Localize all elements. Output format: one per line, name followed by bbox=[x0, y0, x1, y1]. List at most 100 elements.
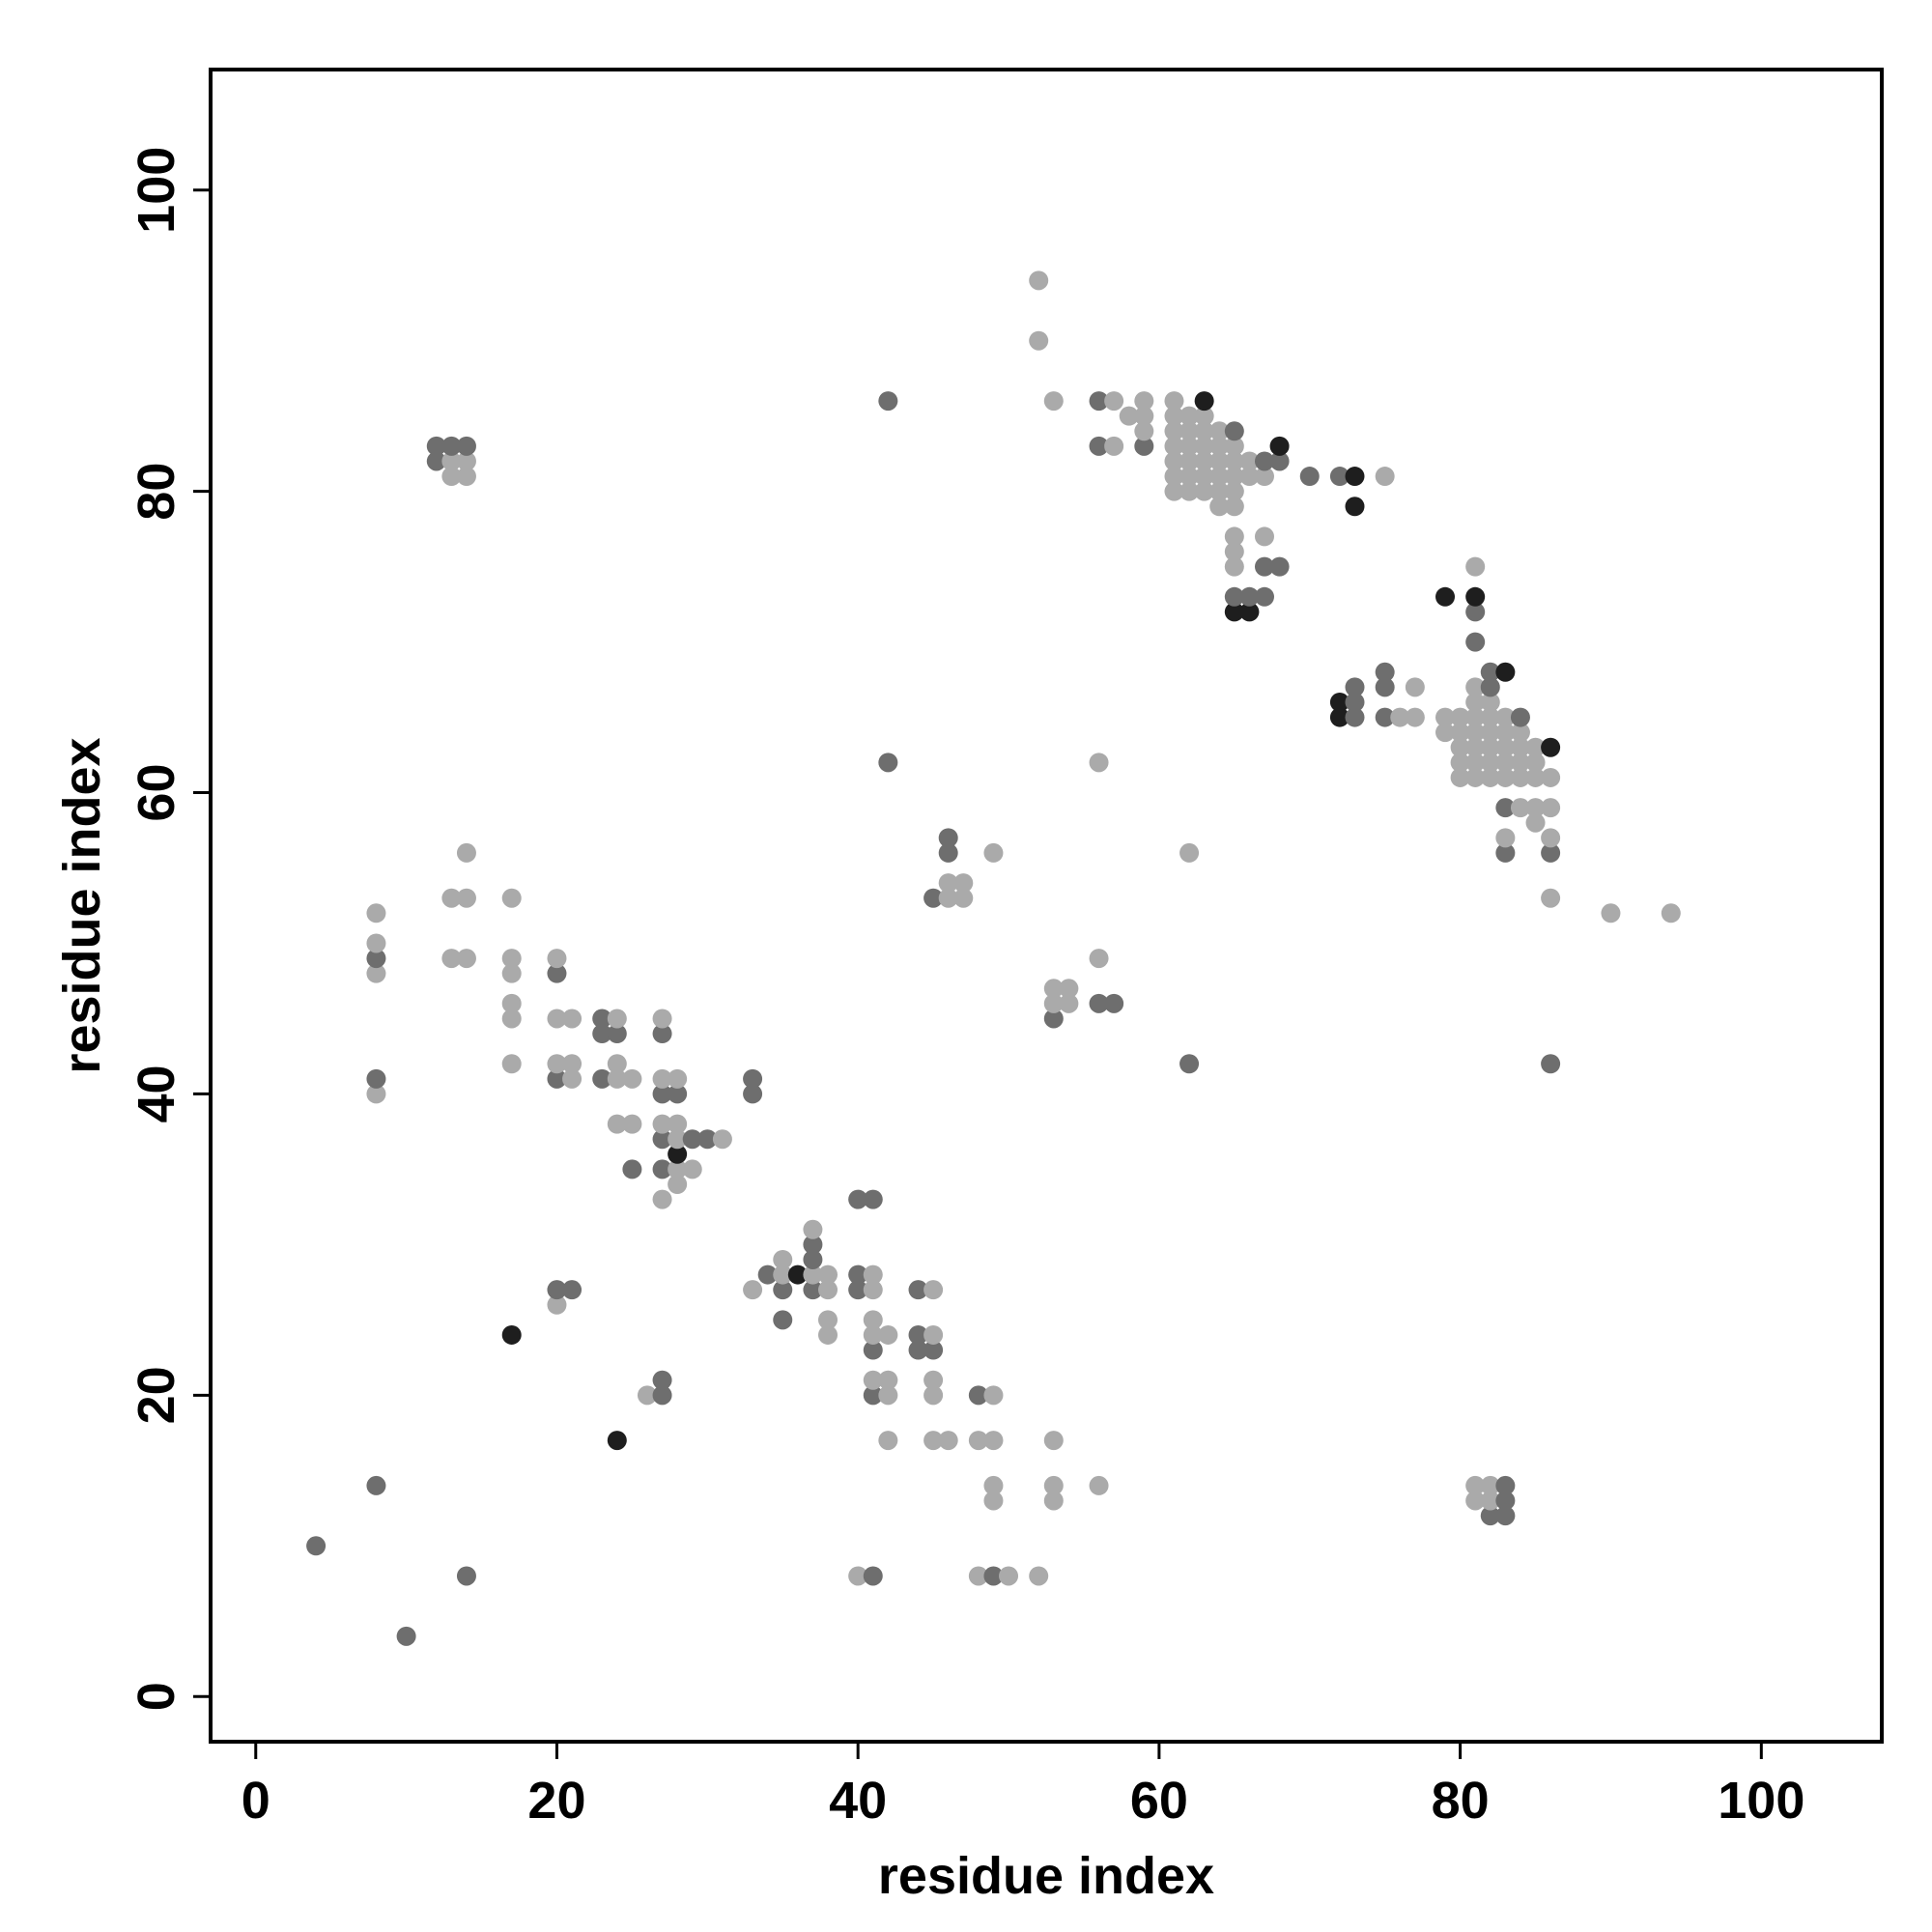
data-point bbox=[441, 888, 462, 908]
data-point bbox=[1345, 467, 1365, 487]
data-point bbox=[366, 949, 386, 969]
data-point bbox=[863, 1385, 883, 1406]
data-point bbox=[1043, 979, 1064, 999]
data-point bbox=[1089, 949, 1109, 969]
data-point bbox=[547, 1280, 567, 1300]
data-point bbox=[1329, 467, 1350, 487]
data-point bbox=[1089, 436, 1109, 456]
data-point bbox=[306, 1536, 327, 1556]
data-point bbox=[1601, 903, 1621, 923]
data-point bbox=[923, 1280, 944, 1300]
data-point bbox=[1239, 586, 1260, 607]
data-point bbox=[712, 1129, 732, 1150]
data-point bbox=[938, 828, 958, 848]
data-point bbox=[1375, 677, 1395, 697]
data-point bbox=[682, 1159, 702, 1179]
data-point bbox=[938, 842, 958, 863]
data-point bbox=[1495, 767, 1516, 787]
data-point bbox=[1465, 602, 1486, 622]
data-point bbox=[562, 1009, 582, 1029]
data-point bbox=[697, 1129, 718, 1150]
data-point bbox=[1209, 497, 1230, 517]
x-tick-label: 0 bbox=[242, 1772, 270, 1830]
data-point bbox=[668, 1129, 688, 1150]
data-point bbox=[757, 1264, 778, 1285]
data-point bbox=[1179, 406, 1200, 426]
data-point bbox=[1164, 406, 1184, 426]
data-point bbox=[637, 1385, 657, 1406]
data-point bbox=[968, 1431, 988, 1451]
data-point bbox=[1164, 481, 1184, 501]
data-point bbox=[1661, 903, 1681, 923]
data-point bbox=[923, 1324, 944, 1345]
data-point bbox=[863, 1566, 883, 1586]
data-point bbox=[1495, 737, 1516, 757]
data-point bbox=[501, 963, 522, 983]
data-point bbox=[426, 451, 446, 471]
data-point bbox=[1254, 556, 1274, 577]
data-point bbox=[1541, 737, 1561, 757]
data-point bbox=[1029, 270, 1049, 291]
data-point bbox=[547, 963, 567, 983]
data-point bbox=[773, 1280, 793, 1300]
data-point bbox=[441, 436, 462, 456]
y-tick-label: 100 bbox=[128, 147, 185, 234]
data-point bbox=[501, 1324, 522, 1345]
data-point bbox=[562, 1054, 582, 1074]
data-point bbox=[818, 1324, 838, 1345]
data-point bbox=[908, 1324, 928, 1345]
data-point bbox=[908, 1340, 928, 1360]
data-point bbox=[818, 1280, 838, 1300]
data-point bbox=[366, 1084, 386, 1104]
data-point bbox=[938, 888, 958, 908]
data-point bbox=[1465, 632, 1486, 652]
data-point bbox=[1510, 737, 1530, 757]
data-point bbox=[668, 1159, 688, 1179]
data-point bbox=[1510, 798, 1530, 818]
data-point bbox=[607, 1114, 627, 1134]
data-point bbox=[1089, 753, 1109, 773]
data-point bbox=[743, 1084, 763, 1104]
data-point bbox=[1239, 467, 1260, 487]
data-point bbox=[878, 1385, 898, 1406]
data-point bbox=[1194, 436, 1214, 456]
data-point bbox=[923, 888, 944, 908]
data-point bbox=[848, 1280, 868, 1300]
data-point bbox=[863, 1324, 883, 1345]
y-tick-label: 60 bbox=[128, 764, 185, 822]
data-point bbox=[652, 1189, 672, 1209]
data-point bbox=[607, 1024, 627, 1044]
data-point bbox=[968, 1566, 988, 1586]
x-tick-label: 100 bbox=[1718, 1772, 1804, 1830]
data-point bbox=[668, 1068, 688, 1089]
data-point bbox=[863, 1370, 883, 1390]
data-point bbox=[953, 873, 974, 894]
data-point bbox=[547, 1068, 567, 1089]
data-point bbox=[1224, 526, 1244, 547]
data-point bbox=[1495, 798, 1516, 818]
data-point bbox=[1495, 723, 1516, 743]
data-point bbox=[1329, 692, 1350, 712]
data-point bbox=[953, 888, 974, 908]
data-point bbox=[1450, 737, 1470, 757]
data-point bbox=[848, 1264, 868, 1285]
data-point bbox=[1224, 542, 1244, 562]
data-point bbox=[1480, 1491, 1500, 1511]
data-point bbox=[1194, 451, 1214, 471]
data-point bbox=[456, 888, 476, 908]
data-point bbox=[803, 1219, 823, 1239]
data-point bbox=[1541, 798, 1561, 818]
data-point bbox=[622, 1114, 642, 1134]
data-point bbox=[607, 1009, 627, 1029]
data-point bbox=[1465, 723, 1486, 743]
data-point bbox=[878, 1324, 898, 1345]
y-tick-label: 0 bbox=[128, 1682, 185, 1711]
data-point bbox=[803, 1280, 823, 1300]
y-tick-label: 40 bbox=[128, 1065, 185, 1122]
data-point bbox=[938, 1431, 958, 1451]
data-point bbox=[1224, 467, 1244, 487]
data-point bbox=[607, 1068, 627, 1089]
data-point bbox=[1525, 737, 1546, 757]
data-point bbox=[1480, 662, 1500, 682]
